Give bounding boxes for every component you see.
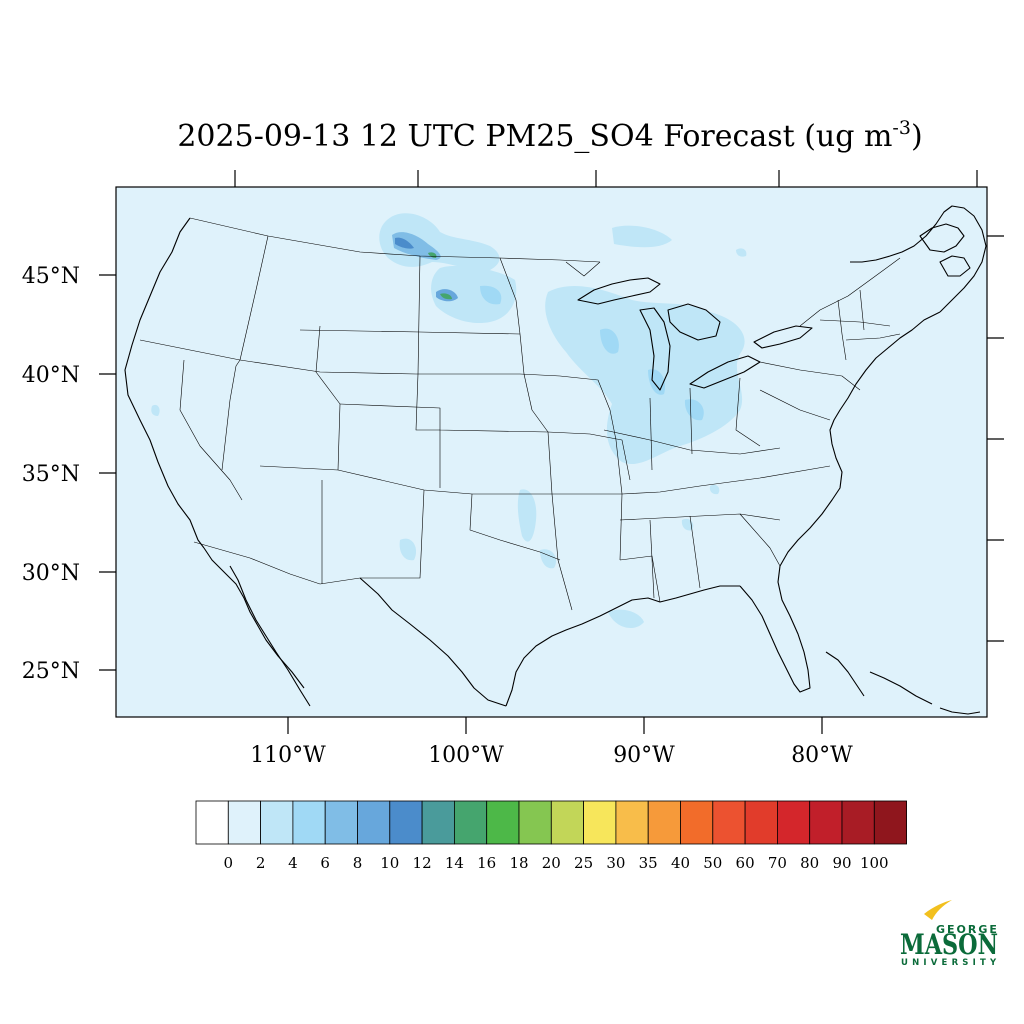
colorbar-label: 6 [320,854,330,872]
bottom-ticks [287,717,823,734]
george-mason-logo: GEORGE MASON UNIVERSITY [900,900,1000,968]
colorbar-label: 14 [445,854,464,872]
lat-label: 25°N [22,659,80,684]
colorbar-label: 0 [224,854,234,872]
colorbar-label: 18 [509,854,528,872]
colorbar-swatch [389,800,423,845]
lon-label: 110°W [250,743,326,768]
colorbar-label: 40 [671,854,690,872]
logo-bottom-text: UNIVERSITY [901,958,1000,968]
colorbar-label: 90 [832,854,851,872]
lon-label: 80°W [791,743,853,768]
lon-label: 100°W [428,743,504,768]
colorbar-label: 10 [380,854,399,872]
colorbar-label: 8 [353,854,363,872]
colorbar-labels: 0 2 4 6 8 10 12 14 16 18 20 25 30 35 40 50 60 70 80 90 100 [224,854,889,872]
political-borders [139,217,901,611]
colorbar-label: 60 [736,854,755,872]
colorbar-label: 50 [703,854,722,872]
colorbar [195,800,907,845]
colorbar-swatch [195,800,229,845]
latitude-labels: 45°N 40°N 35°N 30°N 25°N [22,264,80,684]
colorbar-swatch [292,800,326,845]
colorbar-swatch [744,800,778,845]
logo-top-text: GEORGE [936,923,999,936]
map-frame [115,186,988,718]
colorbar-label: 35 [639,854,658,872]
colorbar-swatch [873,800,907,845]
colorbar-swatch [647,800,681,845]
lat-label: 45°N [22,264,80,289]
colorbar-swatch [841,800,875,845]
colorbar-swatch [260,800,294,845]
lat-label: 40°N [22,363,80,388]
colorbar-swatch [615,800,649,845]
colorbar-label: 4 [288,854,298,872]
colorbar-label: 80 [800,854,819,872]
concentration-field [151,213,747,628]
colorbar-label: 25 [574,854,593,872]
lat-label: 30°N [22,561,80,586]
colorbar-label: 20 [542,854,561,872]
colorbar-label: 70 [768,854,787,872]
longitude-labels: 110°W 100°W 90°W 80°W [250,743,853,768]
logo-main-text: MASON [900,928,998,961]
colorbar-swatch [777,800,811,845]
lon-label: 90°W [613,743,675,768]
colorbar-label: 100 [860,854,889,872]
figure-title: 2025-09-13 12 UTC PM25_SO4 Forecast (ug … [177,117,922,154]
colorbar-swatch [583,800,617,845]
colorbar-swatch [357,800,391,845]
lat-label: 35°N [22,462,80,487]
colorbar-swatch [550,800,584,845]
colorbar-swatch [518,800,552,845]
colorbar-swatch [227,800,262,845]
top-ticks [234,170,978,187]
colorbar-label: 16 [477,854,496,872]
right-ticks [987,235,1004,642]
colorbar-swatch [453,800,488,845]
colorbar-swatch [421,800,455,845]
colorbar-label: 2 [256,854,266,872]
colorbar-swatch [680,800,714,845]
colorbar-swatch [712,800,746,845]
map-area [116,187,987,717]
colorbar-swatch [809,800,843,845]
colorbar-label: 30 [606,854,625,872]
left-ticks [99,274,116,671]
colorbar-swatch [324,800,358,845]
colorbar-swatch [486,800,520,845]
logo-flame-icon [924,900,952,920]
colorbar-label: 12 [413,854,432,872]
